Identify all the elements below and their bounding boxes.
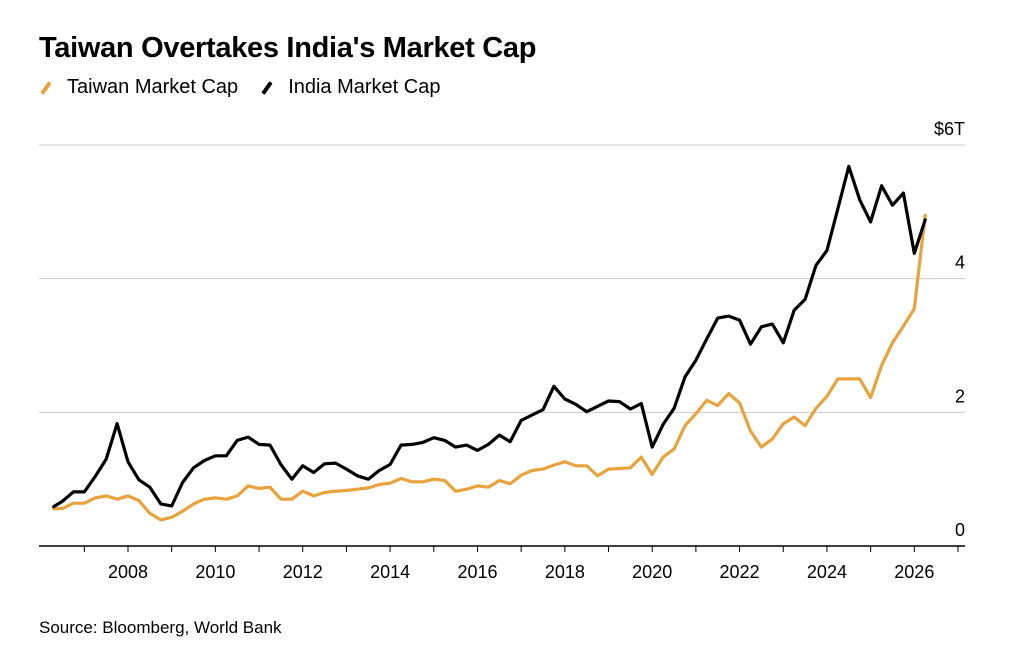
x-tick-label: 2026 xyxy=(894,562,934,582)
x-tick-label: 2018 xyxy=(545,562,585,582)
y-tick-label: 2 xyxy=(955,386,965,406)
series-layer xyxy=(52,164,927,522)
legend: Taiwan Market Cap India Market Cap xyxy=(39,76,462,99)
y-tick-label: 4 xyxy=(955,253,965,273)
source-note: Source: Bloomberg, World Bank xyxy=(39,618,282,637)
x-tick-label: 2016 xyxy=(457,562,497,582)
x-tick-label: 2014 xyxy=(370,562,410,582)
grid-layer xyxy=(39,144,965,413)
legend-label-india: India Market Cap xyxy=(288,76,441,98)
x-tick-label: 2020 xyxy=(632,562,672,582)
y-tick-label: 0 xyxy=(955,520,965,540)
y-axis-labels: $6T 4 2 0 xyxy=(934,119,965,540)
legend-item-india: India Market Cap xyxy=(260,76,440,99)
x-tick-label: 2010 xyxy=(195,562,235,582)
x-tick-label: 2024 xyxy=(807,562,847,582)
y-tick-label: $6T xyxy=(934,119,965,139)
legend-label-taiwan: Taiwan Market Cap xyxy=(67,76,239,98)
series-line-india xyxy=(52,164,927,509)
x-tick-label: 2022 xyxy=(720,562,760,582)
legend-item-taiwan: Taiwan Market Cap xyxy=(39,76,238,99)
series-line-taiwan xyxy=(52,213,927,522)
x-axis: 2008 2010 2012 2014 2016 2018 2020 2022 2024 2026 xyxy=(39,545,965,582)
x-tick-label: 2008 xyxy=(108,562,148,582)
chart-title: Taiwan Overtakes India's Market Cap xyxy=(39,32,537,64)
x-tick-label: 2012 xyxy=(283,562,323,582)
